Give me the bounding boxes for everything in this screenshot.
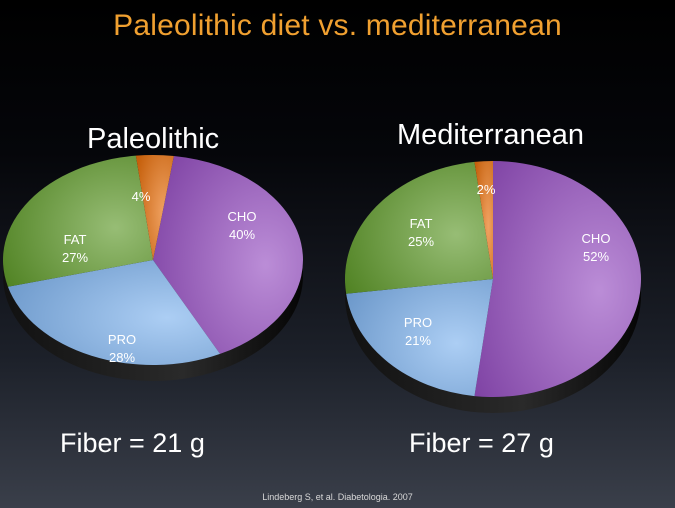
pie-slice-fat <box>2 155 154 287</box>
slice-label-fat: FAT <box>64 232 87 247</box>
slice-label-pro: PRO <box>404 315 432 330</box>
pie-slice-other <box>474 161 493 279</box>
slice-label-pro: PRO <box>108 332 136 347</box>
pie-slice-pro <box>346 279 493 397</box>
pie-slice-cho <box>153 156 304 354</box>
slice-value-pro: 28% <box>109 350 135 365</box>
slice-value-cho: 52% <box>583 249 609 264</box>
citation: Lindeberg S, et al. Diabetologia. 2007 <box>262 492 413 502</box>
pie-slice-pro <box>7 260 221 365</box>
slice-value-cho: 40% <box>229 227 255 242</box>
chart-title-mediterranean: Mediterranean <box>397 119 584 151</box>
slice-value-other: 4% <box>132 189 151 204</box>
chart-title-paleolithic: Paleolithic <box>87 123 220 155</box>
fiber-note-mediterranean: Fiber = 27 g <box>409 428 554 458</box>
slice-value-pro: 21% <box>405 333 431 348</box>
pie-slice-fat <box>345 161 493 294</box>
slice-label-cho: CHO <box>228 209 257 224</box>
slice-value-other: 2% <box>477 182 496 197</box>
slice-value-fat: 25% <box>408 234 434 249</box>
fiber-note-paleolithic: Fiber = 21 g <box>60 428 205 458</box>
pie-slice-other <box>135 155 174 260</box>
slice-label-fat: FAT <box>410 216 433 231</box>
slice-label-cho: CHO <box>582 231 611 246</box>
slice-value-fat: 27% <box>62 250 88 265</box>
slide-title: Paleolithic diet vs. mediterranean <box>113 9 562 42</box>
pie-slice-cho <box>474 161 641 397</box>
